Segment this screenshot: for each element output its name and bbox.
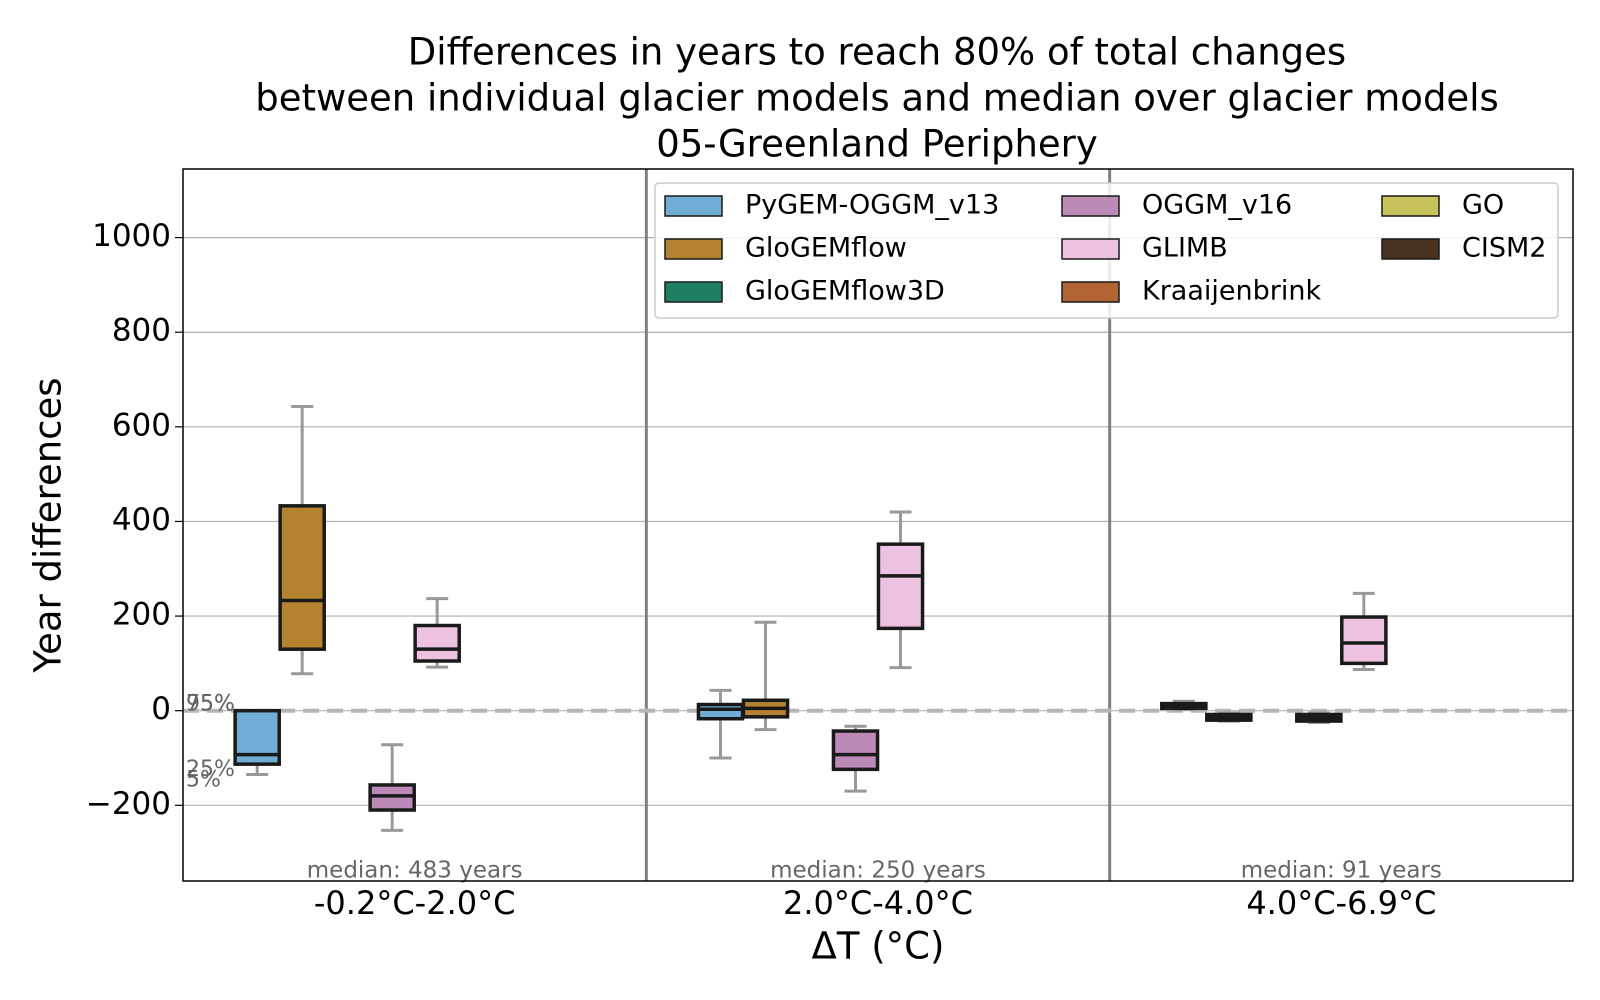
- group-note: median: 250 years: [770, 858, 986, 884]
- legend-label: GloGEMflow3D: [745, 276, 945, 307]
- legend-label: Kraaijenbrink: [1142, 276, 1321, 307]
- group-note: median: 483 years: [307, 858, 523, 884]
- legend-swatch: [664, 238, 723, 260]
- percentile-label: 5%: [186, 768, 221, 793]
- percentile-label: 95%: [186, 692, 235, 717]
- y-tick-label: 200: [112, 597, 171, 633]
- legend-swatch: [1381, 238, 1440, 260]
- box: [831, 729, 880, 772]
- x-tick-label: -0.2°C-2.0°C: [314, 884, 516, 922]
- percentile-label: 75%: [186, 692, 235, 717]
- chart-title: Differences in years to reach 80% of tot…: [408, 31, 1346, 74]
- y-tick-label: 800: [112, 313, 171, 349]
- group-note: median: 91 years: [1241, 858, 1442, 884]
- box: [278, 504, 326, 651]
- chart-title: between individual glacier models and me…: [255, 77, 1499, 120]
- y-tick-label: 0: [151, 691, 171, 727]
- y-axis-title: Year differences: [27, 377, 70, 673]
- legend-label: PyGEM-OGGM_v13: [745, 190, 999, 221]
- plot-frame: [182, 168, 1574, 882]
- box: [876, 542, 925, 631]
- x-tick-label: 4.0°C-6.9°C: [1246, 884, 1436, 922]
- y-tick-label: 600: [112, 407, 171, 443]
- legend-swatch: [664, 281, 723, 303]
- legend-label: CISM2: [1462, 233, 1546, 264]
- legend-swatch: [1061, 281, 1120, 303]
- legend-label: OGGM_v16: [1142, 190, 1292, 221]
- y-tick-label: 1000: [92, 218, 171, 254]
- chart-title: 05-Greenland Periphery: [656, 123, 1098, 166]
- y-tick-label: −200: [86, 786, 171, 822]
- x-tick-label: 2.0°C-4.0°C: [783, 884, 973, 922]
- legend-swatch: [1061, 238, 1120, 260]
- box: [1340, 615, 1388, 666]
- y-tick-label: 400: [112, 502, 171, 538]
- legend-label: GO: [1462, 190, 1504, 221]
- legend-swatch: [1061, 195, 1120, 217]
- x-axis-title: ΔT (°C): [812, 925, 945, 968]
- box: [413, 623, 461, 663]
- legend-swatch: [664, 195, 723, 217]
- legend-label: GLIMB: [1142, 233, 1228, 264]
- legend-swatch: [1381, 195, 1440, 217]
- percentile-label: 25%: [186, 757, 235, 782]
- box: [696, 702, 745, 721]
- legend-label: GloGEMflow: [745, 233, 907, 264]
